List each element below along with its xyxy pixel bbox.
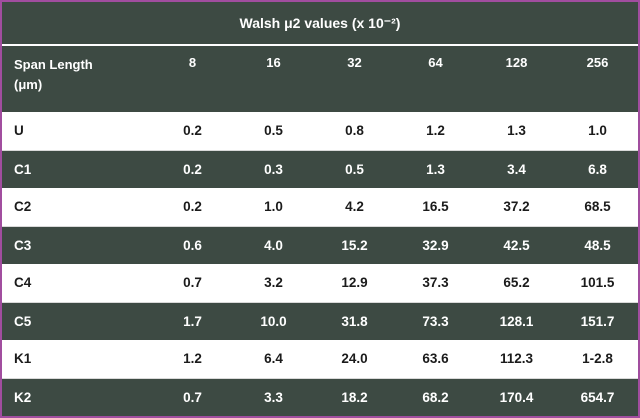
table-cell: 1-2.8 [582, 351, 613, 367]
table-cell: 24.0 [341, 351, 368, 367]
table-cell: 1.2 [426, 123, 445, 139]
table-cell: 1.3 [426, 161, 445, 177]
table-cell: 31.8 [341, 313, 368, 329]
span-length-label-line2: (μm) [14, 77, 43, 93]
table-cell: 42.5 [503, 237, 530, 253]
table-cell: 15.2 [341, 237, 368, 253]
table-header-row: Span Length (μm) 8 16 32 64 128 256 [2, 45, 638, 112]
span-length-label-line1: Span Length [14, 57, 93, 72]
table-cell: 73.3 [422, 313, 449, 329]
table-cell: 0.6 [183, 237, 202, 253]
column-header-8: 8 [152, 45, 233, 112]
column-header-128: 128 [476, 45, 557, 112]
column-header-span-length: Span Length (μm) [2, 45, 152, 112]
row-label: C2 [14, 199, 32, 215]
table-cell: 3.3 [264, 389, 283, 405]
table-row-c2: C2 0.2 1.0 4.2 16.5 37.2 68.5 [2, 188, 638, 226]
table-title-row: Walsh μ2 values (x 10⁻²) [2, 2, 638, 46]
table-row-c4: C4 0.7 3.2 12.9 37.3 65.2 101.5 [2, 264, 638, 302]
table-cell: 65.2 [503, 275, 530, 291]
table-cell: 18.2 [341, 389, 368, 405]
table-cell: 0.8 [345, 123, 364, 139]
table-cell: 4.2 [345, 199, 364, 215]
column-header-32: 32 [314, 45, 395, 112]
column-header-64: 64 [395, 45, 476, 112]
table-row-u: U 0.2 0.5 0.8 1.2 1.3 1.0 [2, 112, 638, 150]
table-cell: 16.5 [422, 199, 449, 215]
table-cell: 4.0 [264, 237, 283, 253]
table-cell: 128.1 [499, 313, 534, 329]
table-cell: 3.4 [507, 161, 526, 177]
table-cell: 37.2 [503, 199, 530, 215]
table-cell: 0.3 [264, 161, 283, 177]
table-cell: 68.2 [422, 389, 449, 405]
table-cell: 1.0 [264, 199, 283, 215]
table-cell: 0.7 [183, 275, 202, 291]
row-label: U [14, 123, 24, 139]
table-cell: 48.5 [584, 237, 611, 253]
table-cell: 1.2 [183, 351, 202, 367]
row-label: C3 [14, 237, 32, 253]
table-cell: 68.5 [584, 199, 611, 215]
table-cell: 37.3 [422, 275, 449, 291]
row-label: C5 [14, 313, 32, 329]
row-label: C4 [14, 275, 32, 291]
table-row-c1: C1 0.2 0.3 0.5 1.3 3.4 6.8 [2, 150, 638, 188]
table-cell: 654.7 [580, 389, 615, 405]
table-cell: 6.4 [264, 351, 283, 367]
table-cell: 1.0 [588, 123, 607, 139]
table-cell: 3.2 [264, 275, 283, 291]
column-header-16: 16 [233, 45, 314, 112]
table-row-k1: K1 1.2 6.4 24.0 63.6 112.3 1-2.8 [2, 340, 638, 378]
table-row-k2: K2 0.7 3.3 18.2 68.2 170.4 654.7 [2, 378, 638, 416]
row-label: C1 [14, 161, 32, 177]
table-cell: 101.5 [580, 275, 615, 291]
table-cell: 1.3 [507, 123, 526, 139]
table-cell: 151.7 [580, 313, 615, 329]
row-label: K2 [14, 389, 32, 405]
table-row-c5: C5 1.7 10.0 31.8 73.3 128.1 151.7 [2, 302, 638, 340]
table-cell: 0.5 [345, 161, 364, 177]
table-cell: 170.4 [499, 389, 534, 405]
table-cell: 32.9 [422, 237, 449, 253]
column-header-256: 256 [557, 45, 638, 112]
table-cell: 0.2 [183, 123, 202, 139]
table-cell: 0.2 [183, 161, 202, 177]
table-cell: 12.9 [341, 275, 368, 291]
table-cell: 0.2 [183, 199, 202, 215]
table-cell: 63.6 [422, 351, 449, 367]
table-cell: 6.8 [588, 161, 607, 177]
table-cell: 1.7 [183, 313, 202, 329]
table-cell: 10.0 [260, 313, 287, 329]
table-cell: 112.3 [499, 351, 534, 367]
row-label: K1 [14, 351, 32, 367]
table-row-c3: C3 0.6 4.0 15.2 32.9 42.5 48.5 [2, 226, 638, 264]
table-title: Walsh μ2 values (x 10⁻²) [2, 2, 638, 46]
table-cell: 0.5 [264, 123, 283, 139]
table-cell: 0.7 [183, 389, 202, 405]
